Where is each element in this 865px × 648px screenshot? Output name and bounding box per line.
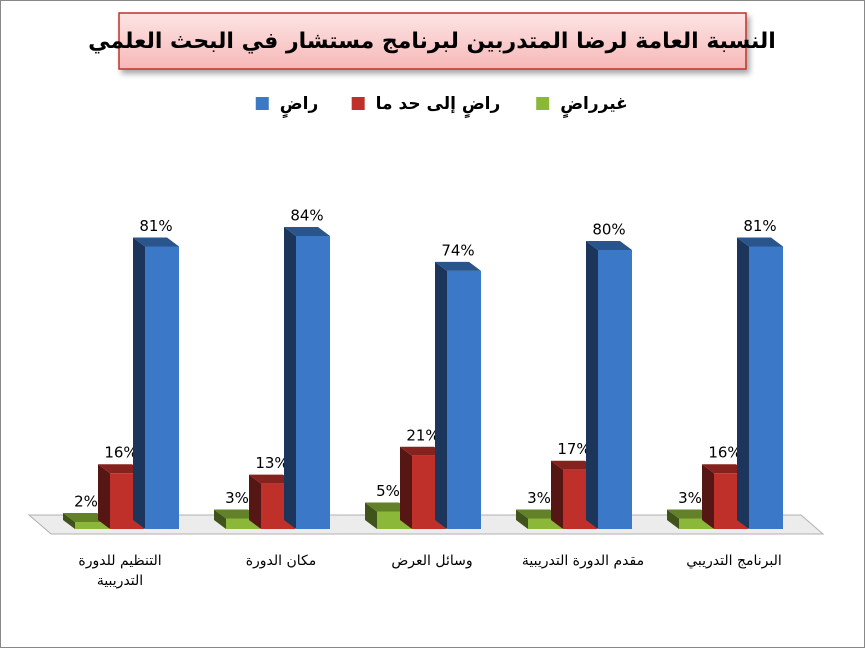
value-label: 17% [557, 440, 590, 458]
bar-top [667, 509, 713, 519]
bar-side [249, 474, 261, 529]
bar-side [702, 464, 714, 529]
legend-label: راضٍ إلى حد ما [376, 94, 501, 119]
value-label: 13% [255, 454, 288, 472]
value-label: 21% [406, 426, 439, 444]
bar-side [551, 460, 563, 529]
x-tick-label: التنظيم للدورة التدريبية [78, 553, 162, 589]
bar-top [63, 513, 109, 523]
bar-side [586, 240, 598, 529]
value-label: 3% [527, 489, 551, 507]
bar-front [598, 249, 632, 529]
x-tick-label: وسائل العرض [391, 553, 473, 569]
bar-front [296, 236, 330, 529]
bar [586, 240, 632, 529]
x-tick-label: مكان الدورة [245, 553, 317, 569]
bar-front [145, 246, 179, 529]
bar-top [737, 237, 783, 247]
legend-label: غيرراضٍ [560, 94, 628, 119]
value-label: 84% [290, 207, 323, 225]
bar-side [133, 237, 145, 529]
value-label: 74% [441, 241, 474, 259]
value-label: 3% [225, 489, 249, 507]
value-label: 16% [104, 444, 137, 462]
bar-top [284, 227, 330, 236]
bar-top [435, 261, 481, 271]
bar-side [365, 502, 377, 529]
bar-side [284, 227, 296, 529]
bar [435, 261, 481, 529]
value-label: 81% [139, 217, 172, 235]
x-tick-label: مقدم الدورة التدريبية [521, 553, 645, 569]
bar-side [435, 261, 447, 529]
bar-top [516, 509, 562, 519]
bar-side [737, 237, 749, 529]
bar-top [214, 509, 260, 519]
bar-side [214, 509, 226, 529]
bar-top [249, 474, 295, 484]
bar-side [400, 446, 412, 529]
legend-swatch [255, 97, 269, 110]
value-label: 3% [678, 489, 702, 507]
bar-top [400, 446, 446, 456]
bar-top [365, 502, 411, 512]
bar-side [98, 464, 110, 529]
chart-title: النسبة العامة لرضا المتدربين لبرنامج مست… [88, 29, 776, 54]
bar-side [667, 509, 679, 529]
bar-top [586, 240, 632, 250]
legend-swatch [536, 97, 550, 110]
bar-front [749, 246, 783, 529]
legend-label: راضٍ [280, 94, 318, 119]
value-label: 5% [376, 482, 400, 500]
value-label: 2% [74, 493, 98, 511]
value-label: 81% [743, 217, 776, 235]
bar-side [63, 513, 75, 529]
bar [63, 513, 109, 529]
bar [737, 237, 783, 529]
bar [284, 227, 330, 529]
value-label: 80% [592, 220, 625, 238]
bar-side [516, 509, 528, 529]
title-box [118, 12, 747, 70]
bar [516, 509, 562, 529]
bar-front [75, 522, 109, 529]
bar-top [98, 464, 144, 474]
bar-top [133, 237, 179, 247]
bar [133, 237, 179, 529]
value-label: 16% [708, 444, 741, 462]
bar-front [447, 270, 481, 529]
legend-swatch [351, 97, 365, 110]
bar-top [551, 460, 597, 470]
bar-top [702, 464, 748, 474]
x-tick-label: البرنامج التدريبي [686, 553, 782, 569]
